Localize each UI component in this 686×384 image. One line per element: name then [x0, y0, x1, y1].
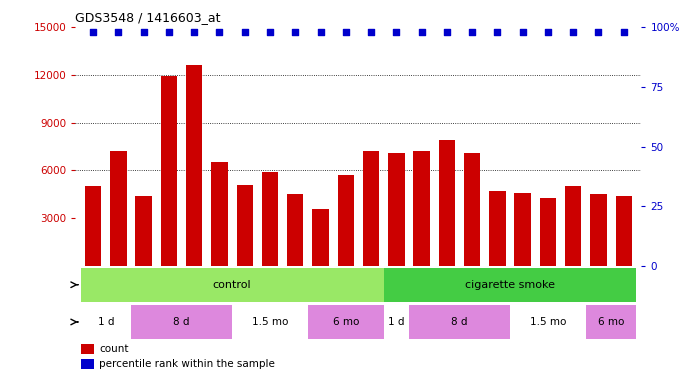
Text: 1 d: 1 d: [388, 317, 405, 327]
Point: [138, 28, 149, 35]
Point: [315, 28, 326, 35]
Bar: [510, 305, 586, 339]
Text: percentile rank within the sample: percentile rank within the sample: [99, 359, 275, 369]
Point: [466, 28, 477, 35]
Bar: [80, 268, 383, 302]
Bar: [80, 305, 131, 339]
Bar: [237, 185, 253, 266]
Bar: [211, 162, 228, 266]
Bar: [383, 305, 409, 339]
Point: [492, 28, 503, 35]
Point: [163, 28, 174, 35]
Bar: [186, 65, 202, 266]
Bar: [414, 151, 430, 266]
Text: count: count: [99, 344, 129, 354]
Point: [88, 28, 99, 35]
Bar: [388, 153, 405, 266]
Bar: [565, 186, 582, 266]
Bar: [312, 209, 329, 266]
Bar: [287, 194, 303, 266]
Bar: [338, 175, 354, 266]
Bar: [262, 172, 279, 266]
Point: [416, 28, 427, 35]
Point: [543, 28, 554, 35]
Point: [214, 28, 225, 35]
Point: [113, 28, 124, 35]
Bar: [232, 305, 308, 339]
Bar: [363, 151, 379, 266]
Text: control: control: [213, 280, 252, 290]
Point: [265, 28, 276, 35]
Point: [366, 28, 377, 35]
Point: [239, 28, 250, 35]
Bar: [161, 76, 177, 266]
Bar: [540, 197, 556, 266]
Point: [289, 28, 300, 35]
Point: [618, 28, 629, 35]
Bar: [590, 194, 606, 266]
Text: 1.5 mo: 1.5 mo: [530, 317, 566, 327]
Text: 1.5 mo: 1.5 mo: [252, 317, 288, 327]
Bar: [85, 186, 102, 266]
Bar: [135, 196, 152, 266]
Text: 8 d: 8 d: [174, 317, 190, 327]
Bar: [383, 268, 637, 302]
Point: [568, 28, 579, 35]
Text: 8 d: 8 d: [451, 317, 468, 327]
Bar: [615, 196, 632, 266]
Bar: [81, 344, 93, 354]
Bar: [464, 153, 480, 266]
Point: [441, 28, 452, 35]
Text: GDS3548 / 1416603_at: GDS3548 / 1416603_at: [75, 11, 221, 24]
Bar: [308, 305, 383, 339]
Bar: [438, 140, 455, 266]
Bar: [81, 359, 93, 369]
Point: [340, 28, 351, 35]
Point: [593, 28, 604, 35]
Text: 6 mo: 6 mo: [598, 317, 624, 327]
Bar: [586, 305, 637, 339]
Bar: [514, 193, 531, 266]
Text: 6 mo: 6 mo: [333, 317, 359, 327]
Text: cigarette smoke: cigarette smoke: [465, 280, 555, 290]
Bar: [110, 151, 127, 266]
Bar: [409, 305, 510, 339]
Text: 1 d: 1 d: [97, 317, 114, 327]
Point: [517, 28, 528, 35]
Point: [391, 28, 402, 35]
Bar: [131, 305, 232, 339]
Bar: [489, 191, 506, 266]
Point: [189, 28, 200, 35]
